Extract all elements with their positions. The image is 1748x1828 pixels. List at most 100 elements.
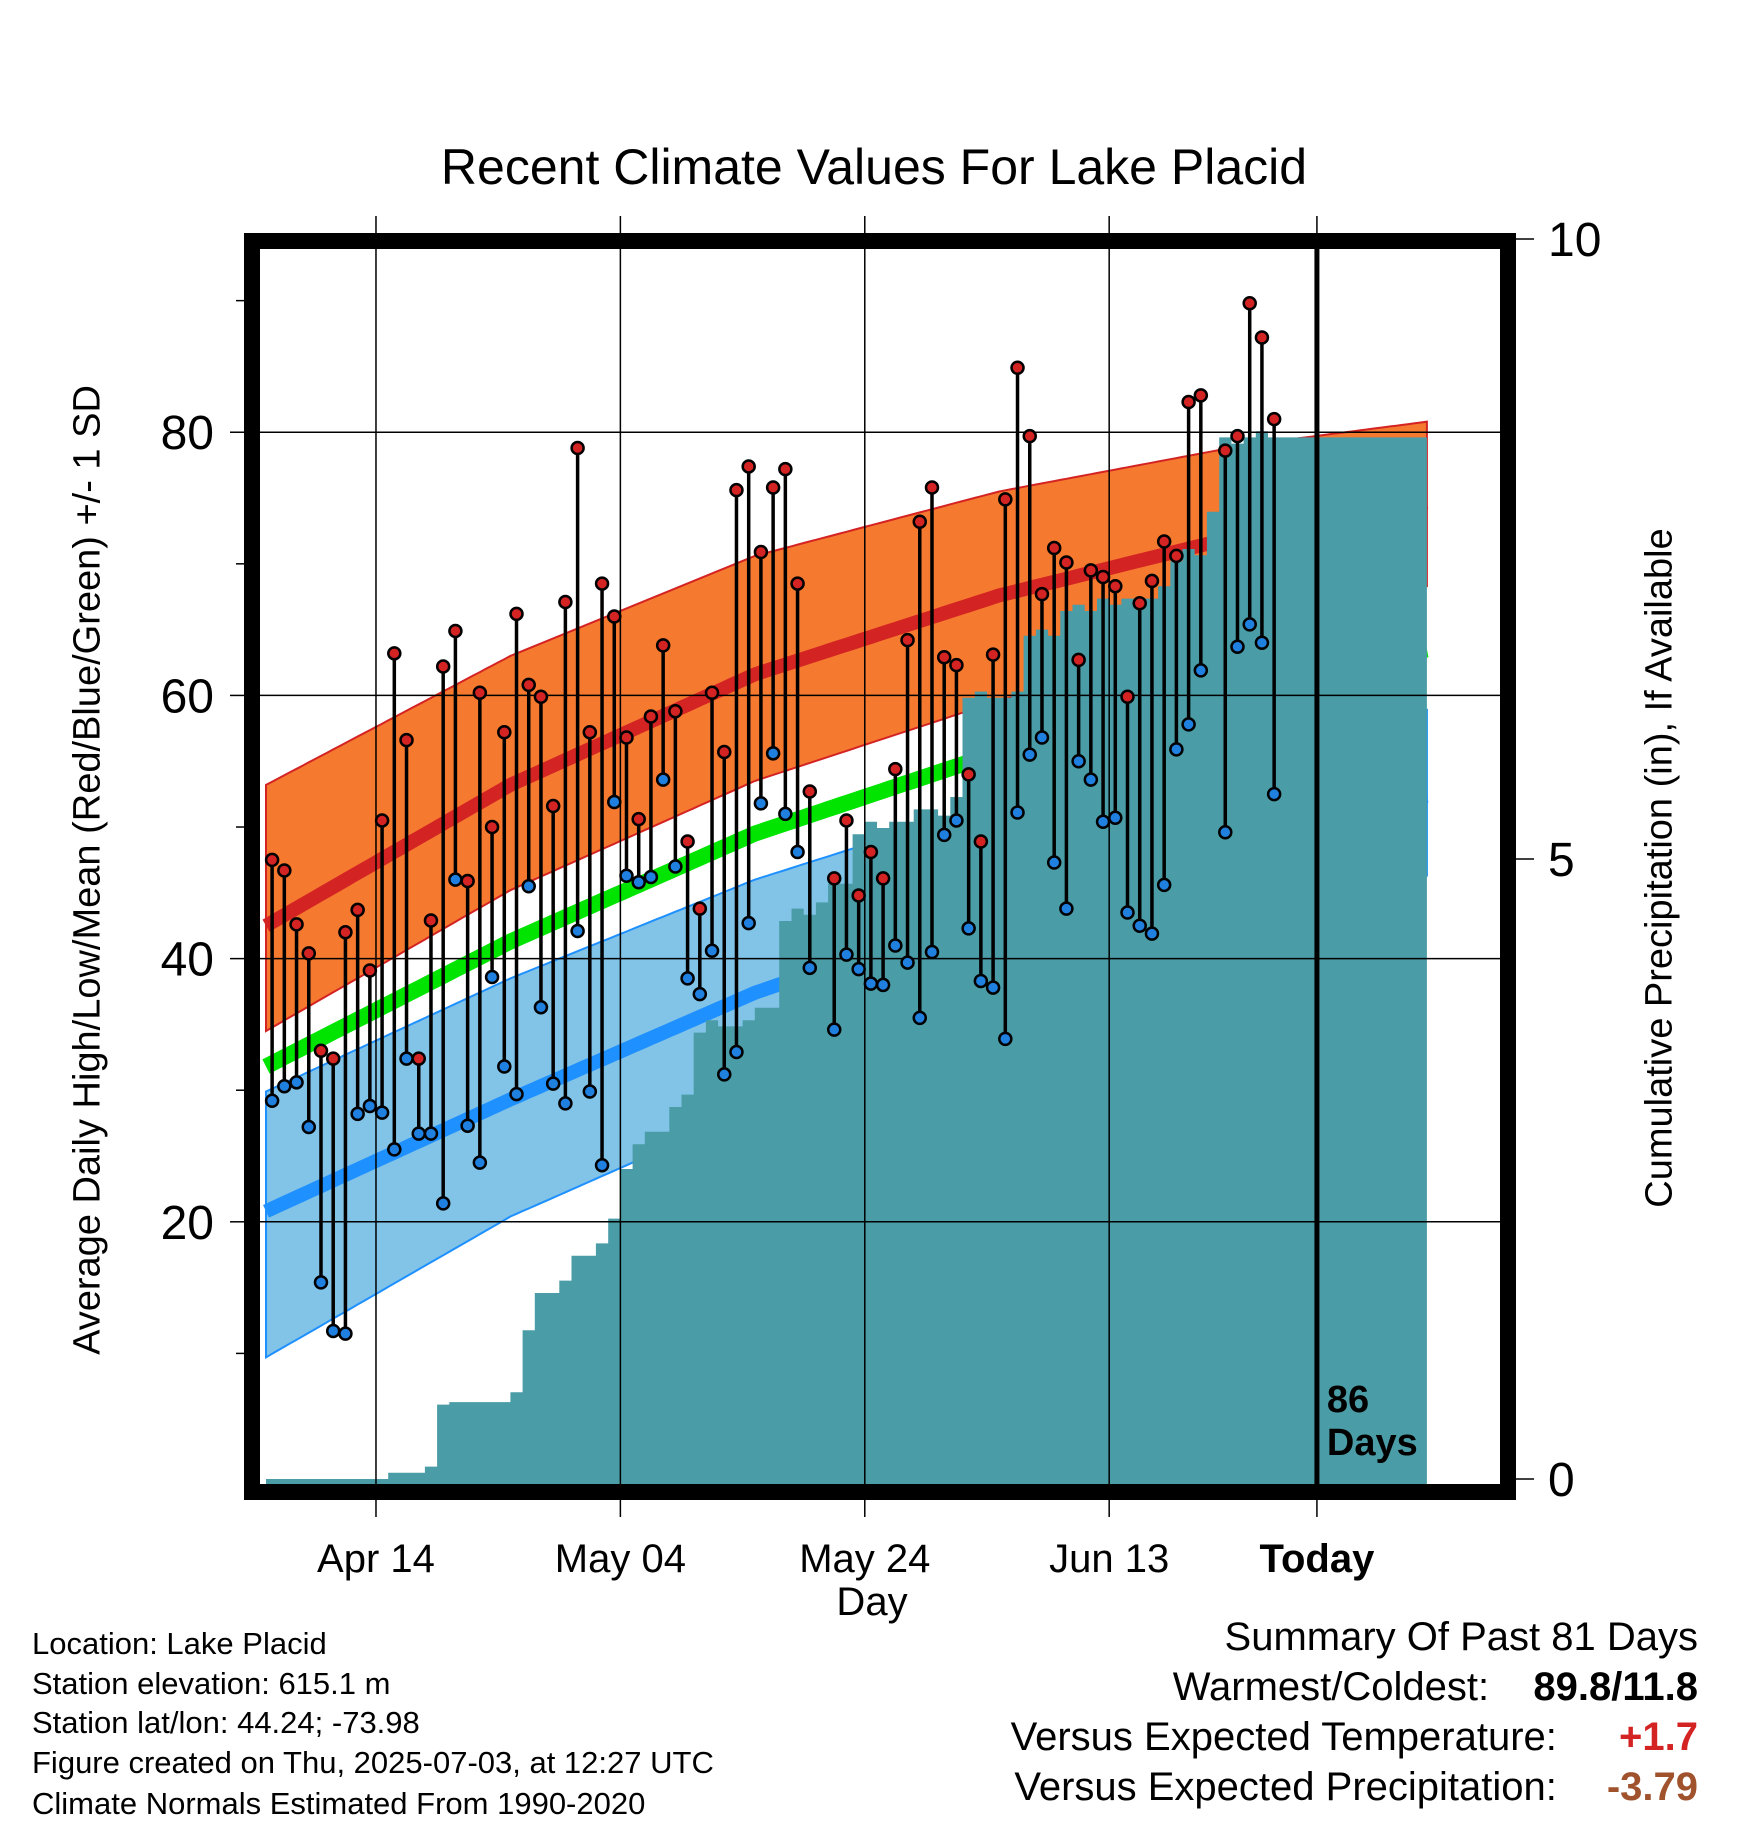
daily-high-dot [998, 492, 1013, 507]
daily-low-dot [826, 1022, 842, 1037]
x-tick-label: Apr 14 [317, 1537, 435, 1581]
y2-tick-label: 10 [1548, 214, 1601, 267]
daily-low-dot [509, 1086, 524, 1102]
daily-high-dot [509, 606, 524, 622]
daily-high-dot [264, 852, 280, 868]
daily-high-dot [1230, 428, 1245, 444]
daily-low-dot [497, 1059, 512, 1074]
summary-heading: Summary Of Past 81 Days [1224, 1615, 1698, 1659]
daily-high-dot [1218, 443, 1233, 458]
daily-low-dot [264, 1093, 280, 1108]
daily-low-dot [1120, 905, 1135, 920]
daily-low-dot [643, 869, 659, 885]
daily-high-dot [362, 963, 378, 978]
today-days-word: Days [1327, 1422, 1418, 1464]
daily-high-dot [1181, 394, 1196, 410]
daily-high-dot [582, 725, 598, 740]
daily-high-dot [863, 844, 879, 860]
daily-low-dot [350, 1106, 365, 1122]
daily-high-dot [839, 813, 854, 828]
daily-high-dot [643, 709, 659, 724]
daily-high-dot [619, 730, 634, 745]
daily-low-dot [1242, 617, 1257, 632]
daily-low-dot [533, 1000, 549, 1015]
daily-high-dot [1083, 563, 1099, 578]
y2-tick-label: 0 [1548, 1454, 1575, 1507]
daily-low-dot [1095, 814, 1111, 830]
daily-high-dot [949, 657, 964, 673]
daily-low-dot [778, 806, 793, 822]
daily-low-dot [802, 960, 818, 976]
daily-low-dot [1181, 717, 1196, 732]
daily-low-dot [1071, 753, 1086, 769]
daily-high-dot [325, 1051, 341, 1066]
daily-high-dot [484, 819, 500, 835]
daily-low-dot [301, 1119, 317, 1135]
daily-high-dot [717, 744, 732, 760]
daily-high-dot [729, 482, 744, 498]
daily-low-dot [582, 1084, 598, 1099]
daily-low-dot [521, 878, 536, 894]
daily-high-dot [497, 725, 512, 740]
daily-low-dot [729, 1044, 744, 1060]
daily-high-dot [460, 873, 475, 889]
daily-high-dot [533, 689, 549, 704]
daily-low-dot [998, 1031, 1013, 1047]
daily-high-dot [973, 834, 989, 849]
daily-low-dot [338, 1326, 353, 1341]
daily-high-dot [374, 813, 390, 828]
daily-low-dot [558, 1096, 573, 1111]
daily-low-dot [435, 1196, 451, 1211]
warm-value: 89.8 [1533, 1665, 1612, 1709]
summary-precip: Versus Expected Precipitation: -3.79 [1014, 1765, 1698, 1810]
daily-high-dot [1254, 330, 1270, 345]
daily-high-dot [924, 480, 940, 495]
daily-low-dot [704, 943, 720, 958]
daily-high-dot [1120, 689, 1135, 704]
daily-high-dot [1059, 555, 1074, 570]
daily-low-dot [668, 859, 683, 874]
daily-high-dot [277, 863, 292, 878]
plot-content [260, 248, 1500, 1485]
daily-high-dot [1144, 573, 1160, 589]
daily-high-dot [448, 623, 463, 639]
y-tick-label: 40 [161, 934, 214, 987]
daily-low-dot [985, 980, 1001, 995]
daily-high-dot [521, 677, 536, 693]
daily-low-dot [607, 794, 622, 810]
info-created: Figure created on Thu, 2025-07-03, at 12… [32, 1745, 714, 1780]
daily-high-dot [1266, 411, 1282, 427]
daily-high-dot [1034, 586, 1050, 602]
daily-low-dot [655, 772, 671, 787]
daily-high-dot [900, 632, 915, 648]
daily-low-dot [448, 872, 463, 887]
daily-high-dot [301, 946, 317, 961]
daily-high-dot [1169, 548, 1184, 564]
daily-high-dot [338, 925, 353, 940]
daily-low-dot [594, 1157, 610, 1173]
daily-low-dot [374, 1105, 390, 1120]
daily-low-dot [387, 1142, 402, 1157]
daily-high-dot [936, 650, 952, 665]
daily-high-dot [1022, 428, 1037, 444]
x-tick-label: Jun 13 [1049, 1537, 1169, 1581]
daily-low-dot [717, 1067, 732, 1082]
chart-title: Recent Climate Values For Lake Placid [440, 139, 1308, 195]
daily-high-dot [1095, 569, 1111, 585]
x-tick-label: May 04 [555, 1537, 686, 1581]
y-axis-label: Average Daily High/Low/Mean (Red/Blue/Gr… [66, 385, 109, 1355]
daily-high-dot [423, 913, 439, 928]
daily-high-dot [655, 638, 671, 653]
daily-high-dot [558, 594, 573, 610]
daily-low-dot [1046, 855, 1062, 870]
x-axis-label: Day [836, 1580, 908, 1624]
daily-high-dot [594, 576, 610, 591]
daily-high-dot [875, 871, 891, 886]
daily-low-dot [741, 915, 756, 931]
daily-low-dot [912, 1010, 928, 1026]
daily-high-dot [790, 576, 805, 591]
daily-low-dot [790, 844, 805, 860]
daily-low-dot [362, 1098, 378, 1114]
daily-low-dot [1010, 805, 1025, 820]
daily-high-dot [350, 902, 365, 918]
